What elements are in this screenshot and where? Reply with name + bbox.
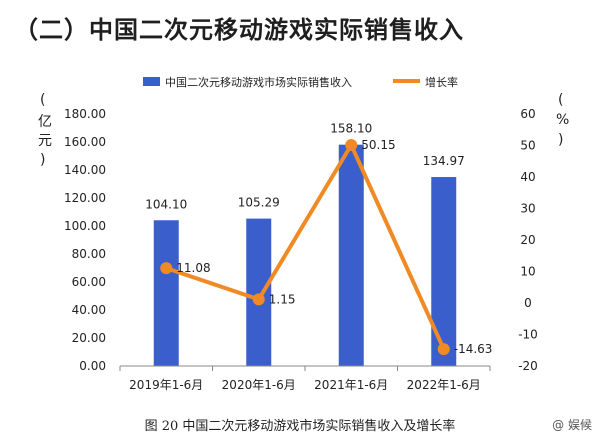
y2-tick-label: 50: [520, 139, 535, 153]
bar: [153, 220, 179, 366]
x-tick-label: 2019年1-6月: [129, 378, 203, 392]
growth-value-label: 11.08: [176, 261, 210, 275]
growth-point: [160, 262, 173, 275]
figure-caption: 图 20 中国二次元移动游戏市场实际销售收入及增长率: [144, 419, 456, 434]
legend: 中国二次元移动游戏市场实际销售收入 增长率: [143, 75, 458, 89]
legend-label-bar: 中国二次元移动游戏市场实际销售收入: [165, 75, 352, 89]
bar-series: [153, 144, 457, 366]
growth-point: [437, 343, 450, 356]
y-tick-label: 0.00: [79, 359, 106, 373]
chart-heading: （二）中国二次元移动游戏实际销售收入: [14, 16, 464, 44]
y2-tick-label: 40: [520, 170, 535, 184]
y-tick-label: 80.00: [72, 247, 106, 261]
x-tick-label: 2020年1-6月: [222, 378, 296, 392]
bar-value-label: 134.97: [423, 154, 465, 168]
y2-tick-label: -10: [518, 328, 538, 342]
y2-tick-label: 60: [520, 107, 535, 121]
bar-value-label: 105.29: [238, 196, 280, 210]
y-tick-label: 40.00: [72, 303, 106, 317]
growth-rate-series: [160, 139, 450, 356]
bar: [431, 177, 457, 366]
y-tick-label: 180.00: [64, 107, 106, 121]
y-tick-label: 140.00: [64, 163, 106, 177]
growth-point: [252, 293, 265, 306]
bar-value-label: 158.10: [330, 122, 372, 136]
y-tick-label: 100.00: [64, 219, 106, 233]
bar: [338, 144, 364, 366]
y-axis-label: ( 亿 元 ): [38, 92, 56, 168]
bar: [246, 218, 272, 366]
bar-value-label: 104.10: [145, 197, 187, 211]
y2-axis-label: ( % ): [556, 92, 574, 148]
growth-line: [165, 143, 446, 350]
y-tick-label: 20.00: [72, 331, 106, 345]
y2-tick-label: 0: [524, 296, 532, 310]
y2-tick-label: -20: [518, 359, 538, 373]
y2-tick-label: 30: [520, 202, 535, 216]
y-tick-label: 60.00: [72, 275, 106, 289]
y2-tick-label: 10: [520, 265, 535, 279]
legend-label-line: 增长率: [425, 75, 458, 89]
x-tick-label: 2021年1-6月: [314, 378, 388, 392]
y-axis-ticks: 0.00 20.00 40.00 60.00 80.00 100.00 120.00 140.…: [64, 107, 106, 373]
x-tick-label: 2022年1-6月: [407, 378, 481, 392]
y2-axis-ticks: -20 -10 0 10 20 30 40 50 60: [518, 107, 538, 373]
y-tick-label: 160.00: [64, 135, 106, 149]
y-tick-label: 120.00: [64, 191, 106, 205]
growth-value-label: 50.15: [361, 138, 395, 152]
growth-point: [345, 139, 358, 152]
legend-swatch-bar: [143, 77, 160, 86]
x-axis-ticks: 2019年1-6月 2020年1-6月 2021年1-6月 2022年1-6月: [119, 366, 491, 392]
growth-value-label: -14.63: [454, 342, 493, 356]
y2-tick-label: 20: [520, 233, 535, 247]
watermark: @ 娱候: [552, 418, 592, 432]
growth-value-label: 1.15: [269, 292, 296, 306]
data-labels: 104.10 105.29 158.10 134.97 11.08 1.15 50.15 -1…: [145, 122, 492, 356]
